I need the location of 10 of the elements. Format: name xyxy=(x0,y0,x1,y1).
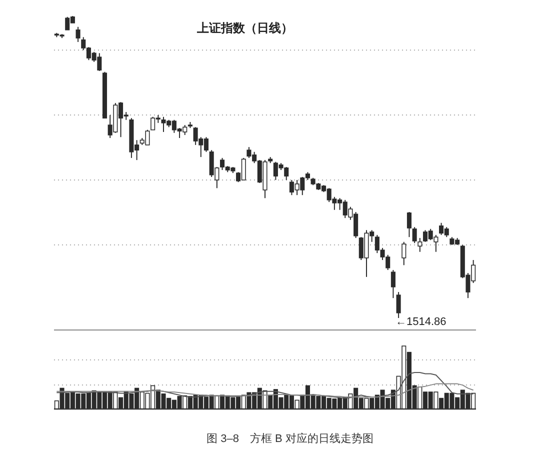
candlestick xyxy=(76,26,80,42)
candlestick xyxy=(402,241,406,266)
candlestick xyxy=(406,212,412,238)
candlestick xyxy=(412,226,417,244)
candlestick xyxy=(390,269,396,299)
candlestick xyxy=(418,237,422,252)
caption: 图 3–8 方框 B 对应的日线走势图 xyxy=(206,432,374,445)
candlestick xyxy=(396,292,401,318)
annotation: ←1514.86 xyxy=(396,316,446,328)
chart-title: 上证指数（日线） xyxy=(196,21,293,35)
